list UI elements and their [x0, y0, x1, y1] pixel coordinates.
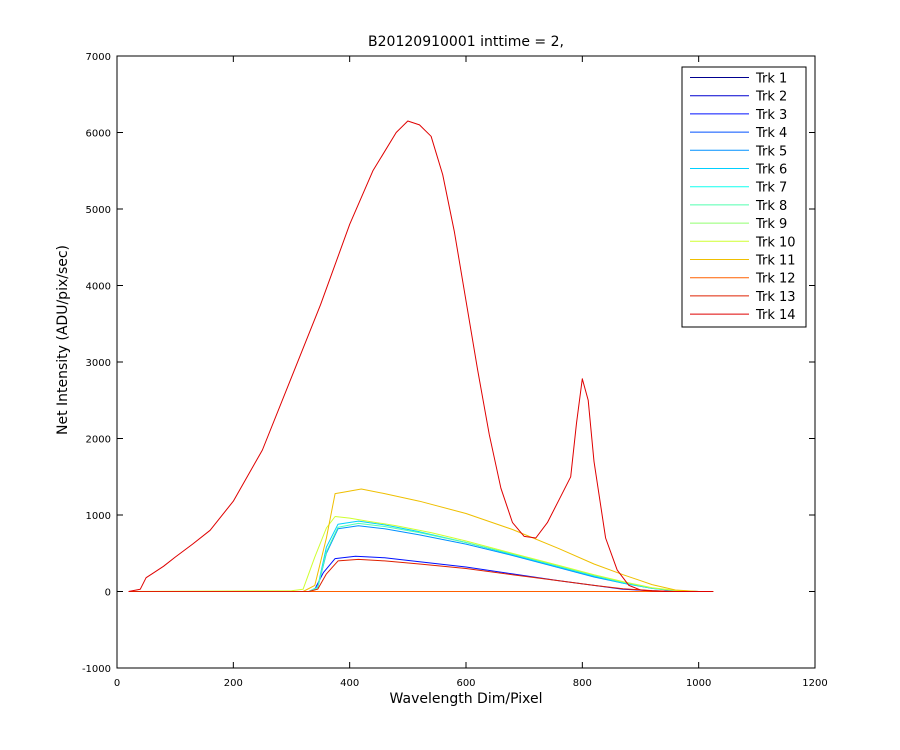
series-line-trk-14	[128, 120, 714, 592]
x-tick-label: 600	[456, 678, 475, 689]
y-tick-label: -1000	[82, 664, 111, 675]
series-line-trk-11	[128, 488, 714, 592]
x-tick-label: 0	[114, 678, 120, 689]
legend-label: Trk 14	[755, 308, 796, 323]
series-layer	[128, 120, 714, 592]
legend-label: Trk 12	[755, 272, 796, 287]
legend-label: Trk 7	[755, 181, 787, 196]
legend-label: Trk 2	[755, 90, 787, 105]
x-tick-label: 1000	[686, 678, 711, 689]
y-tick-label: 6000	[86, 129, 111, 140]
x-tick-label: 200	[224, 678, 243, 689]
y-tick-label: 4000	[86, 282, 111, 293]
y-axis-label: Net Intensity (ADU/pix/sec)	[55, 245, 71, 435]
legend-label: Trk 4	[755, 126, 787, 141]
x-tick-label: 800	[573, 678, 592, 689]
y-tick-label: 0	[105, 588, 111, 599]
y-tick-label: 2000	[86, 435, 111, 446]
legend-label: Trk 5	[755, 144, 787, 159]
legend-label: Trk 10	[755, 235, 796, 250]
y-tick-label: 3000	[86, 358, 111, 369]
legend: Trk 1 Trk 2 Trk 3 Trk 4 Trk 5 Trk 6 Trk 7 Trk 8…	[681, 66, 807, 328]
x-tick-label: 400	[340, 678, 359, 689]
chart-title: B20120910001 inttime = 2,	[368, 34, 564, 50]
series-line-trk-10	[128, 516, 714, 592]
legend-items: Trk 1 Trk 2 Trk 3 Trk 4 Trk 5 Trk 6 Trk 7 Trk 8…	[690, 72, 796, 323]
legend-label: Trk 8	[755, 199, 787, 214]
y-tick-label: 7000	[86, 52, 111, 63]
legend-label: Trk 9	[755, 217, 787, 232]
legend-label: Trk 1	[755, 72, 787, 87]
y-tick-label: 1000	[86, 511, 111, 522]
legend-box	[681, 66, 807, 328]
x-axis-label: Wavelength Dim/Pixel	[390, 691, 543, 707]
legend-label: Trk 6	[755, 163, 787, 178]
tick-layer: 0 200 400 600 800 1000 1200-100001000200030004…	[82, 52, 828, 689]
y-tick-label: 5000	[86, 205, 111, 216]
x-tick-label: 1200	[802, 678, 827, 689]
legend-label: Trk 13	[755, 290, 796, 305]
legend-label: Trk 11	[755, 254, 796, 269]
legend-label: Trk 3	[755, 108, 787, 123]
